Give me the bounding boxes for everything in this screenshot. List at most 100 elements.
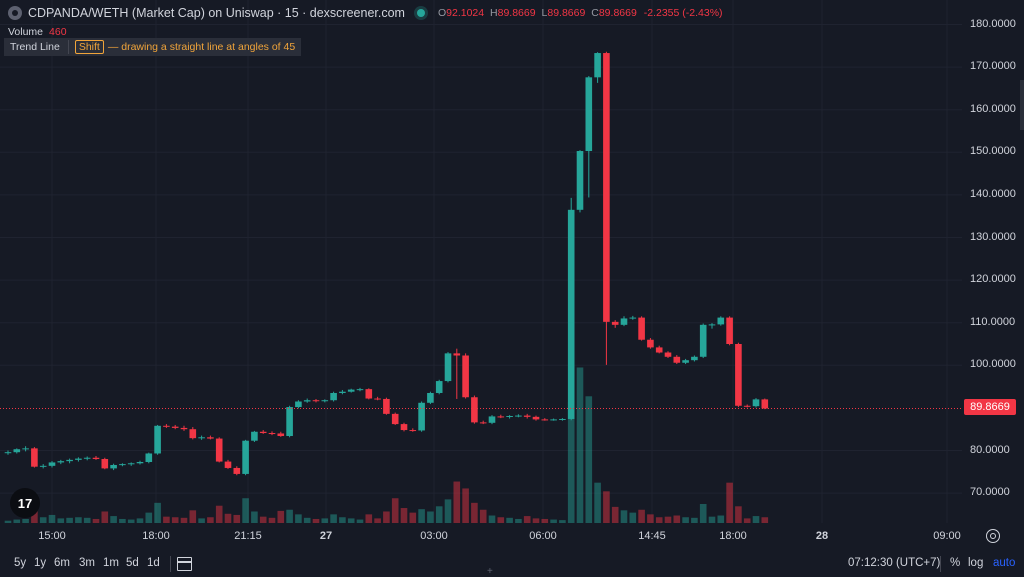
candle-body [708,324,716,326]
candle-body [471,397,478,423]
candle-body [312,400,320,402]
candle-body [233,467,241,474]
candle-body [523,415,531,417]
volume-bar [22,518,29,523]
volume-bar [66,517,73,523]
volume-bar [594,482,601,523]
volume-bar [655,517,663,523]
candle-body [585,77,593,152]
clock-display[interactable]: 07:12:30 (UTC+7) [848,557,941,569]
volume-bar [330,514,337,523]
candle-body [479,422,487,424]
candle-body [550,419,557,421]
candle-body [691,356,698,361]
volume-bar [664,516,672,523]
price-axis-label: 80.0000 [970,443,1010,456]
candle-body [224,461,232,468]
range-1y-button[interactable]: 1y [34,557,47,569]
volume-bar [312,518,320,523]
volume-legend: Volume 460 [8,26,67,38]
auto-scale-button[interactable]: auto [993,557,1016,569]
ohlc-close-key: C [591,7,599,19]
volume-bar [180,517,188,523]
volume-bar [638,509,645,523]
candle-body [189,429,197,439]
candle-body [576,151,584,210]
volume-bar [215,505,223,523]
volume-bar [743,518,751,523]
ohlc-low-key: L [541,7,548,19]
tooltip-divider [67,40,69,54]
volume-bar [471,502,478,523]
panel-resize-handle-icon[interactable]: + [487,566,493,577]
volume-bar [497,517,505,523]
candle-body [435,381,443,393]
candle-body [400,424,408,431]
volume-bar [374,518,381,523]
price-axis-label: 120.0000 [970,273,1016,286]
candle-body [13,449,21,453]
volume-bar [735,506,742,523]
range-1d-button[interactable]: 1d [147,557,160,569]
candle-body [418,402,425,431]
percent-scale-button[interactable]: % [950,557,961,569]
candle-body [444,353,452,382]
candle-body [629,317,637,319]
log-scale-button[interactable]: log [968,557,984,569]
candle-body [391,413,399,425]
candle-body [31,448,38,467]
ohlc-open-key: O [437,7,447,19]
volume-bar [576,367,584,523]
range-1m-button[interactable]: 1m [103,557,119,569]
candle-body [682,360,689,363]
shift-key-badge: Shift [74,40,104,54]
ohlc-values: O92.1024 H89.8669 L89.8669 C89.8669 -2.2… [435,7,723,19]
range-3m-button[interactable]: 3m [79,557,95,569]
volume-bar [136,518,144,523]
candle-body [163,425,170,427]
candle-body [541,419,549,421]
candle-body [427,392,434,403]
ohlc-close-value: 89.8669 [598,7,637,19]
calendar-icon[interactable] [177,557,192,571]
tradingview-logo-icon[interactable]: 17 [10,488,40,518]
candle-body [207,437,214,439]
ohlc-change-value: -2.2355 (-2.43%) [643,7,723,19]
range-5d-button[interactable]: 5d [126,557,139,569]
candle-body [277,433,285,437]
volume-bar [251,511,258,523]
candle-body [638,317,645,340]
volume-bar [92,518,100,523]
volume-bar [541,518,549,523]
range-5y-button[interactable]: 5y [14,557,27,569]
candle-body [374,398,381,400]
candle-body [409,430,417,432]
volume-bar [567,402,575,523]
volume-bar [506,517,513,523]
range-6m-button[interactable]: 6m [54,557,70,569]
volume-bar [603,491,610,523]
candle-body [198,437,205,439]
price-scale-handle[interactable] [1020,80,1024,130]
volume-bar [101,511,109,523]
volume-bar [224,513,232,523]
volume-bar [4,520,12,523]
volume-bar [453,481,461,523]
settings-gear-icon[interactable] [986,529,1000,543]
time-axis-label: 21:15 [234,530,262,542]
candle-body [488,416,496,423]
candle-body [259,431,267,434]
volume-bar [488,515,496,523]
candle-body [664,352,672,357]
candle-body [743,405,751,407]
candle-body [295,401,302,408]
volume-bar [356,519,364,523]
time-axis-label: 09:00 [933,530,961,542]
candle-body [497,416,505,418]
volume-bar [110,516,117,523]
volume-bar [286,509,293,523]
price-axis-label: 130.0000 [970,230,1016,243]
candle-body [761,399,769,409]
